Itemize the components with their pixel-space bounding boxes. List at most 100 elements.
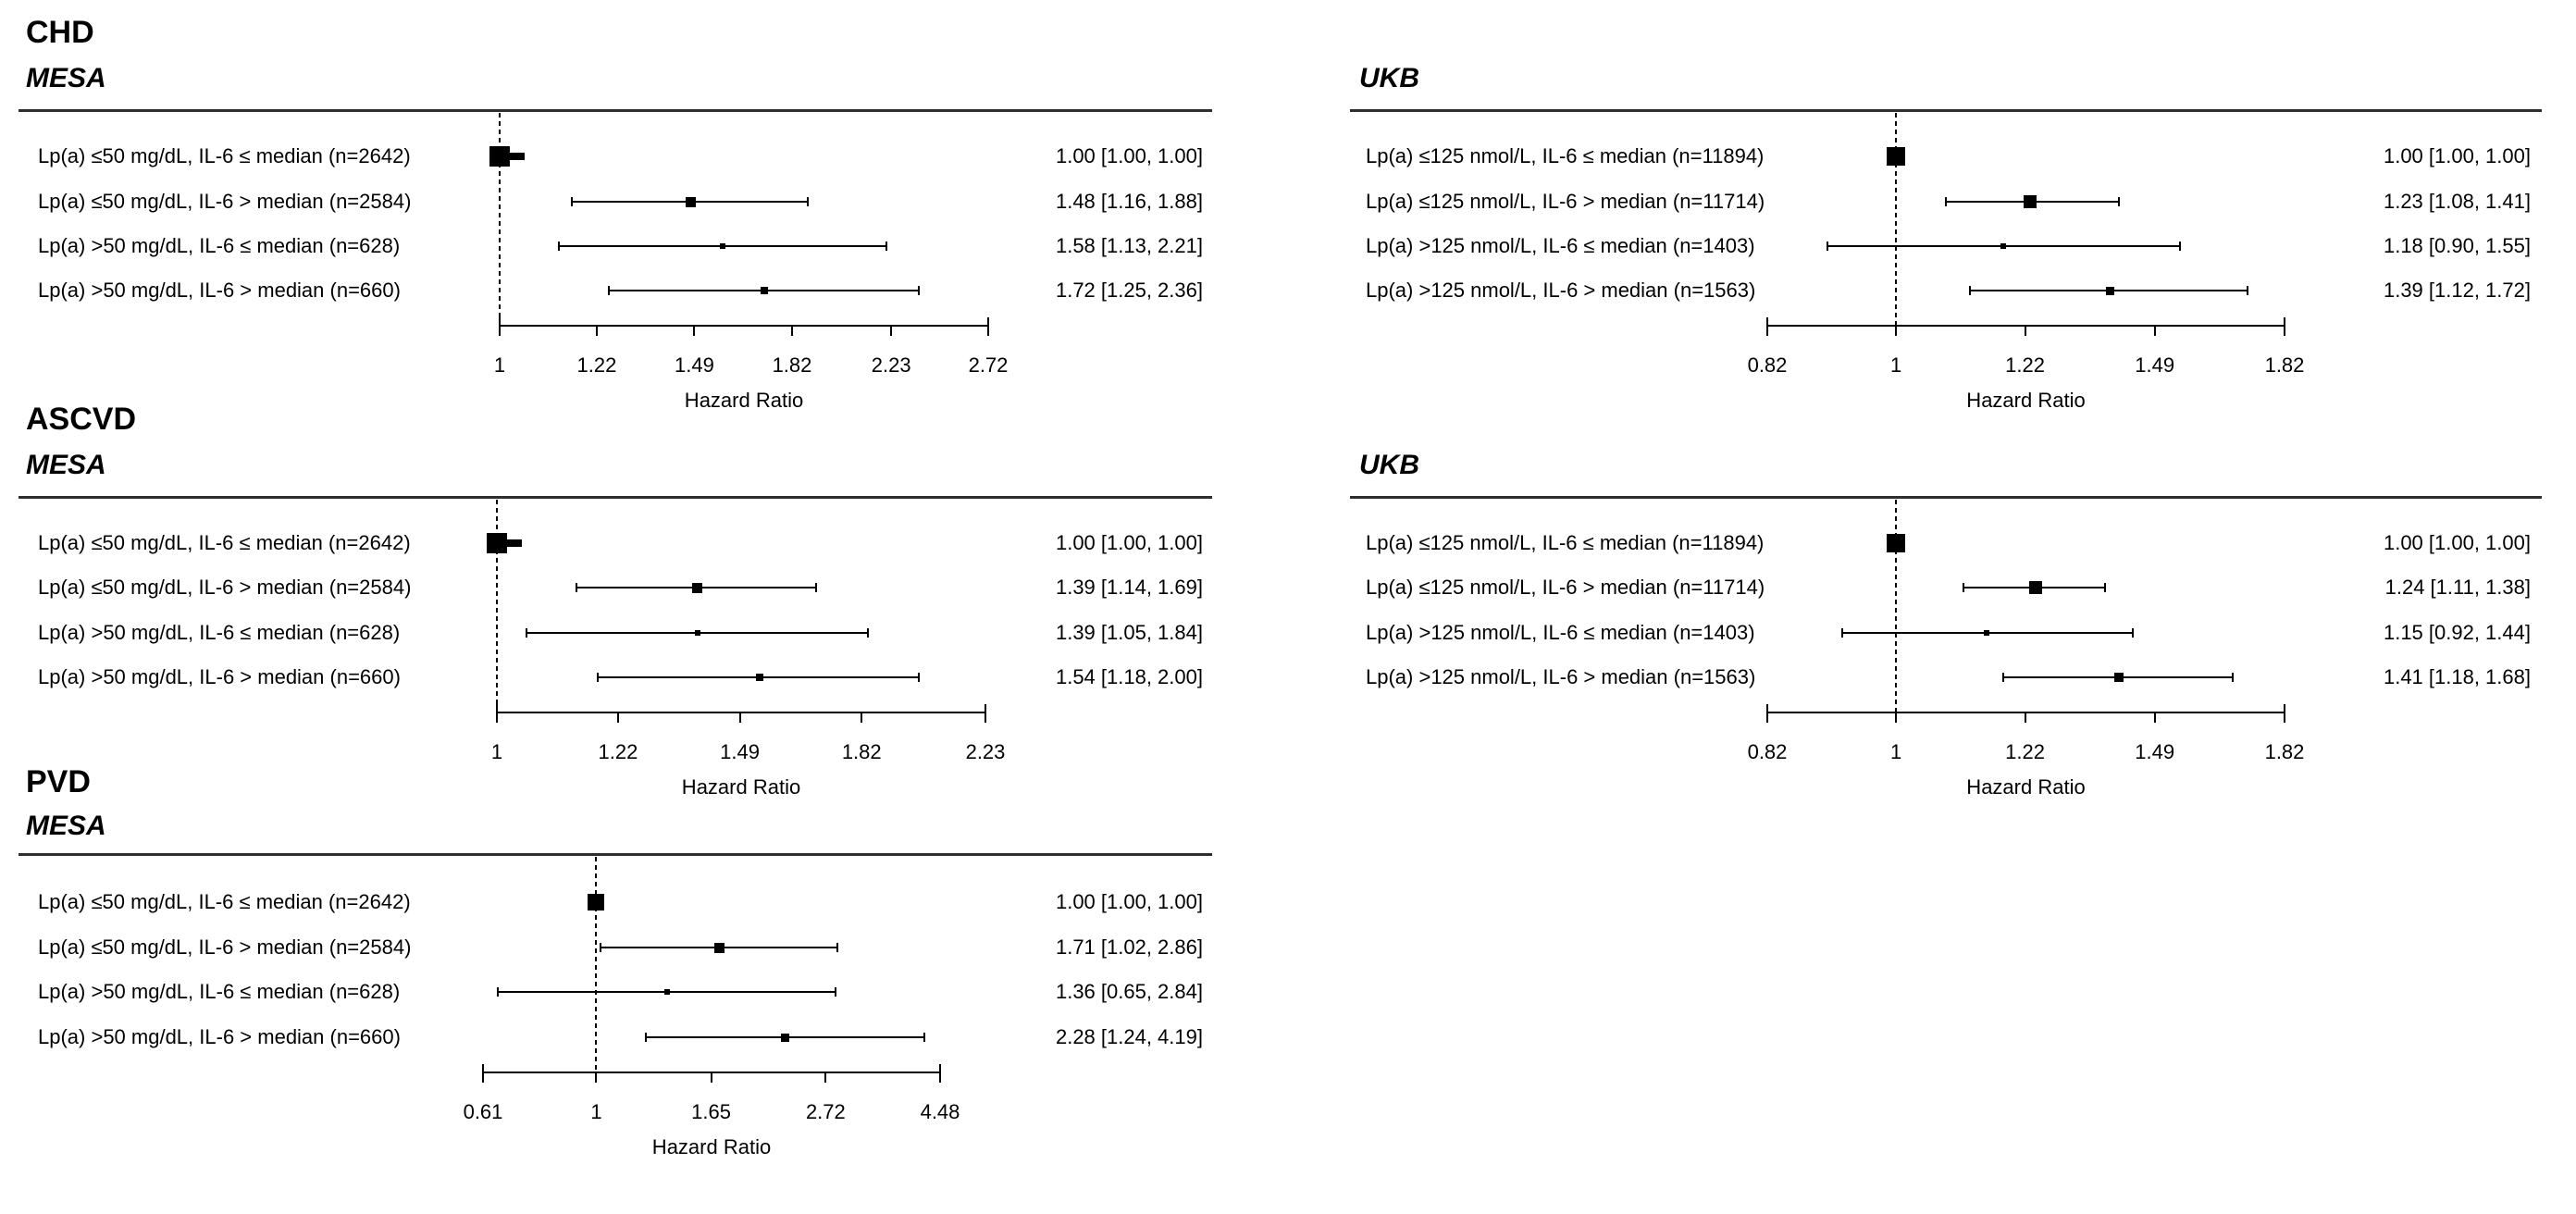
axis-tick-label: 1.49 <box>674 353 714 377</box>
axis-tick-label: 1.82 <box>2264 740 2305 763</box>
axis-tick-label: 1 <box>490 740 503 763</box>
axis-tick-label: 1.22 <box>2005 740 2045 763</box>
row-value: 1.71 [1.02, 2.86] <box>1055 935 1203 959</box>
axis-tick <box>738 712 741 723</box>
row-label: Lp(a) >50 mg/dL, IL-6 > median (n=660) <box>38 665 401 688</box>
section-title: ASCVD <box>26 402 137 437</box>
ci-cap-left <box>644 1033 647 1042</box>
axis-tick <box>1895 712 1898 723</box>
axis-title: Hazard Ratio <box>681 775 801 799</box>
axis-tick-label: 1.82 <box>772 353 812 377</box>
axis-title: Hazard Ratio <box>1966 389 2086 412</box>
row-value: 1.36 [0.65, 2.84] <box>1055 980 1203 1003</box>
axis-tick <box>616 712 619 723</box>
ci-cap-left <box>600 943 602 952</box>
point-marker <box>756 674 764 681</box>
panel-top-rule <box>1350 496 2542 499</box>
panel-top-rule <box>19 109 1212 112</box>
axis-tick-label: 2.23 <box>965 740 1006 763</box>
row-value: 1.00 [1.00, 1.00] <box>1055 531 1203 554</box>
cohort-title: MESA <box>26 450 106 480</box>
point-marker <box>2000 243 2007 249</box>
ci-cap-right <box>2131 628 2134 638</box>
axis-tick-label: 1.65 <box>691 1100 731 1123</box>
reference-line <box>499 113 501 325</box>
axis-tick-label: 1 <box>1890 740 1902 763</box>
point-marker <box>720 243 726 249</box>
axis-title: Hazard Ratio <box>684 389 804 412</box>
axis-tick-label: 0.82 <box>1747 353 1788 377</box>
axis-line <box>499 325 989 327</box>
ci-cap-left <box>596 673 599 682</box>
axis-tick-label: 0.61 <box>463 1100 503 1123</box>
ci-cap-left <box>1827 242 1829 251</box>
axis-tick-label: 1.82 <box>2264 353 2305 377</box>
ci-cap-left <box>1840 628 1843 638</box>
axis-tick <box>790 325 793 336</box>
ci-cap-right <box>815 583 818 592</box>
axis-tick <box>2153 712 2156 723</box>
ci-cap-left <box>1945 197 1948 206</box>
ci-cap-right <box>918 286 921 295</box>
ci-cap-left <box>2002 673 2005 682</box>
reference-whisker <box>507 539 522 547</box>
row-label: Lp(a) >50 mg/dL, IL-6 > median (n=660) <box>38 1025 401 1048</box>
axis-tick <box>710 1072 712 1083</box>
axis-tick <box>2024 712 2026 723</box>
cohort-title: MESA <box>26 811 106 841</box>
axis-tick-label: 1.22 <box>576 353 617 377</box>
ci-cap-right <box>867 628 870 638</box>
row-label: Lp(a) >50 mg/dL, IL-6 > median (n=660) <box>38 279 401 302</box>
row-label: Lp(a) >125 nmol/L, IL-6 ≤ median (n=1403… <box>1366 621 1755 644</box>
axis-tick <box>824 1072 827 1083</box>
row-value: 1.18 [0.90, 1.55] <box>2383 234 2531 257</box>
ci-cap-right <box>886 242 888 251</box>
row-value: 1.00 [1.00, 1.00] <box>2383 144 2531 167</box>
axis-tick <box>496 704 498 723</box>
ci-cap-left <box>526 628 528 638</box>
ci-cap-left <box>496 987 499 997</box>
row-value: 1.54 [1.18, 2.00] <box>1055 665 1203 688</box>
row-value: 1.00 [1.00, 1.00] <box>2383 531 2531 554</box>
row-label: Lp(a) >125 nmol/L, IL-6 ≤ median (n=1403… <box>1366 234 1755 257</box>
axis-tick <box>595 1072 598 1083</box>
point-marker <box>2114 673 2124 682</box>
axis-tick-label: 1 <box>493 353 506 377</box>
axis-tick-label: 1.22 <box>2005 353 2045 377</box>
axis-tick-label: 1.49 <box>2135 740 2175 763</box>
axis-tick-label: 1.22 <box>598 740 638 763</box>
point-marker <box>1887 534 1906 552</box>
ci-cap-right <box>836 943 838 952</box>
row-label: Lp(a) ≤50 mg/dL, IL-6 > median (n=2584) <box>38 190 412 213</box>
ci-cap-left <box>558 242 561 251</box>
point-marker <box>686 196 697 207</box>
reference-line <box>1895 500 1898 712</box>
ci-cap-left <box>576 583 578 592</box>
row-value: 1.23 [1.08, 1.41] <box>2383 190 2531 213</box>
row-value: 1.58 [1.13, 2.21] <box>1055 234 1203 257</box>
row-label: Lp(a) ≤50 mg/dL, IL-6 ≤ median (n=2642) <box>38 144 411 167</box>
axis-tick <box>595 325 598 336</box>
row-value: 1.00 [1.00, 1.00] <box>1055 144 1203 167</box>
row-label: Lp(a) >50 mg/dL, IL-6 ≤ median (n=628) <box>38 621 401 644</box>
axis-tick <box>2153 325 2156 336</box>
ci-cap-left <box>1968 286 1971 295</box>
row-label: Lp(a) >50 mg/dL, IL-6 ≤ median (n=628) <box>38 980 401 1003</box>
point-marker <box>2024 195 2037 208</box>
ci-cap-right <box>2231 673 2234 682</box>
axis-tick <box>2284 704 2285 723</box>
point-marker <box>692 582 703 593</box>
axis-tick-label: 1.49 <box>2135 353 2175 377</box>
axis-tick <box>1766 317 1768 336</box>
row-value: 1.15 [0.92, 1.44] <box>2383 621 2531 644</box>
ci-cap-right <box>2103 583 2106 592</box>
row-value: 1.39 [1.14, 1.69] <box>1055 576 1203 599</box>
point-marker <box>713 942 724 953</box>
ci-cap-right <box>2118 197 2121 206</box>
panel-top-rule <box>1350 109 2542 112</box>
ci-cap-right <box>918 673 921 682</box>
point-marker <box>2105 286 2114 295</box>
ci-cap-right <box>807 197 810 206</box>
ci-cap-right <box>923 1033 926 1042</box>
